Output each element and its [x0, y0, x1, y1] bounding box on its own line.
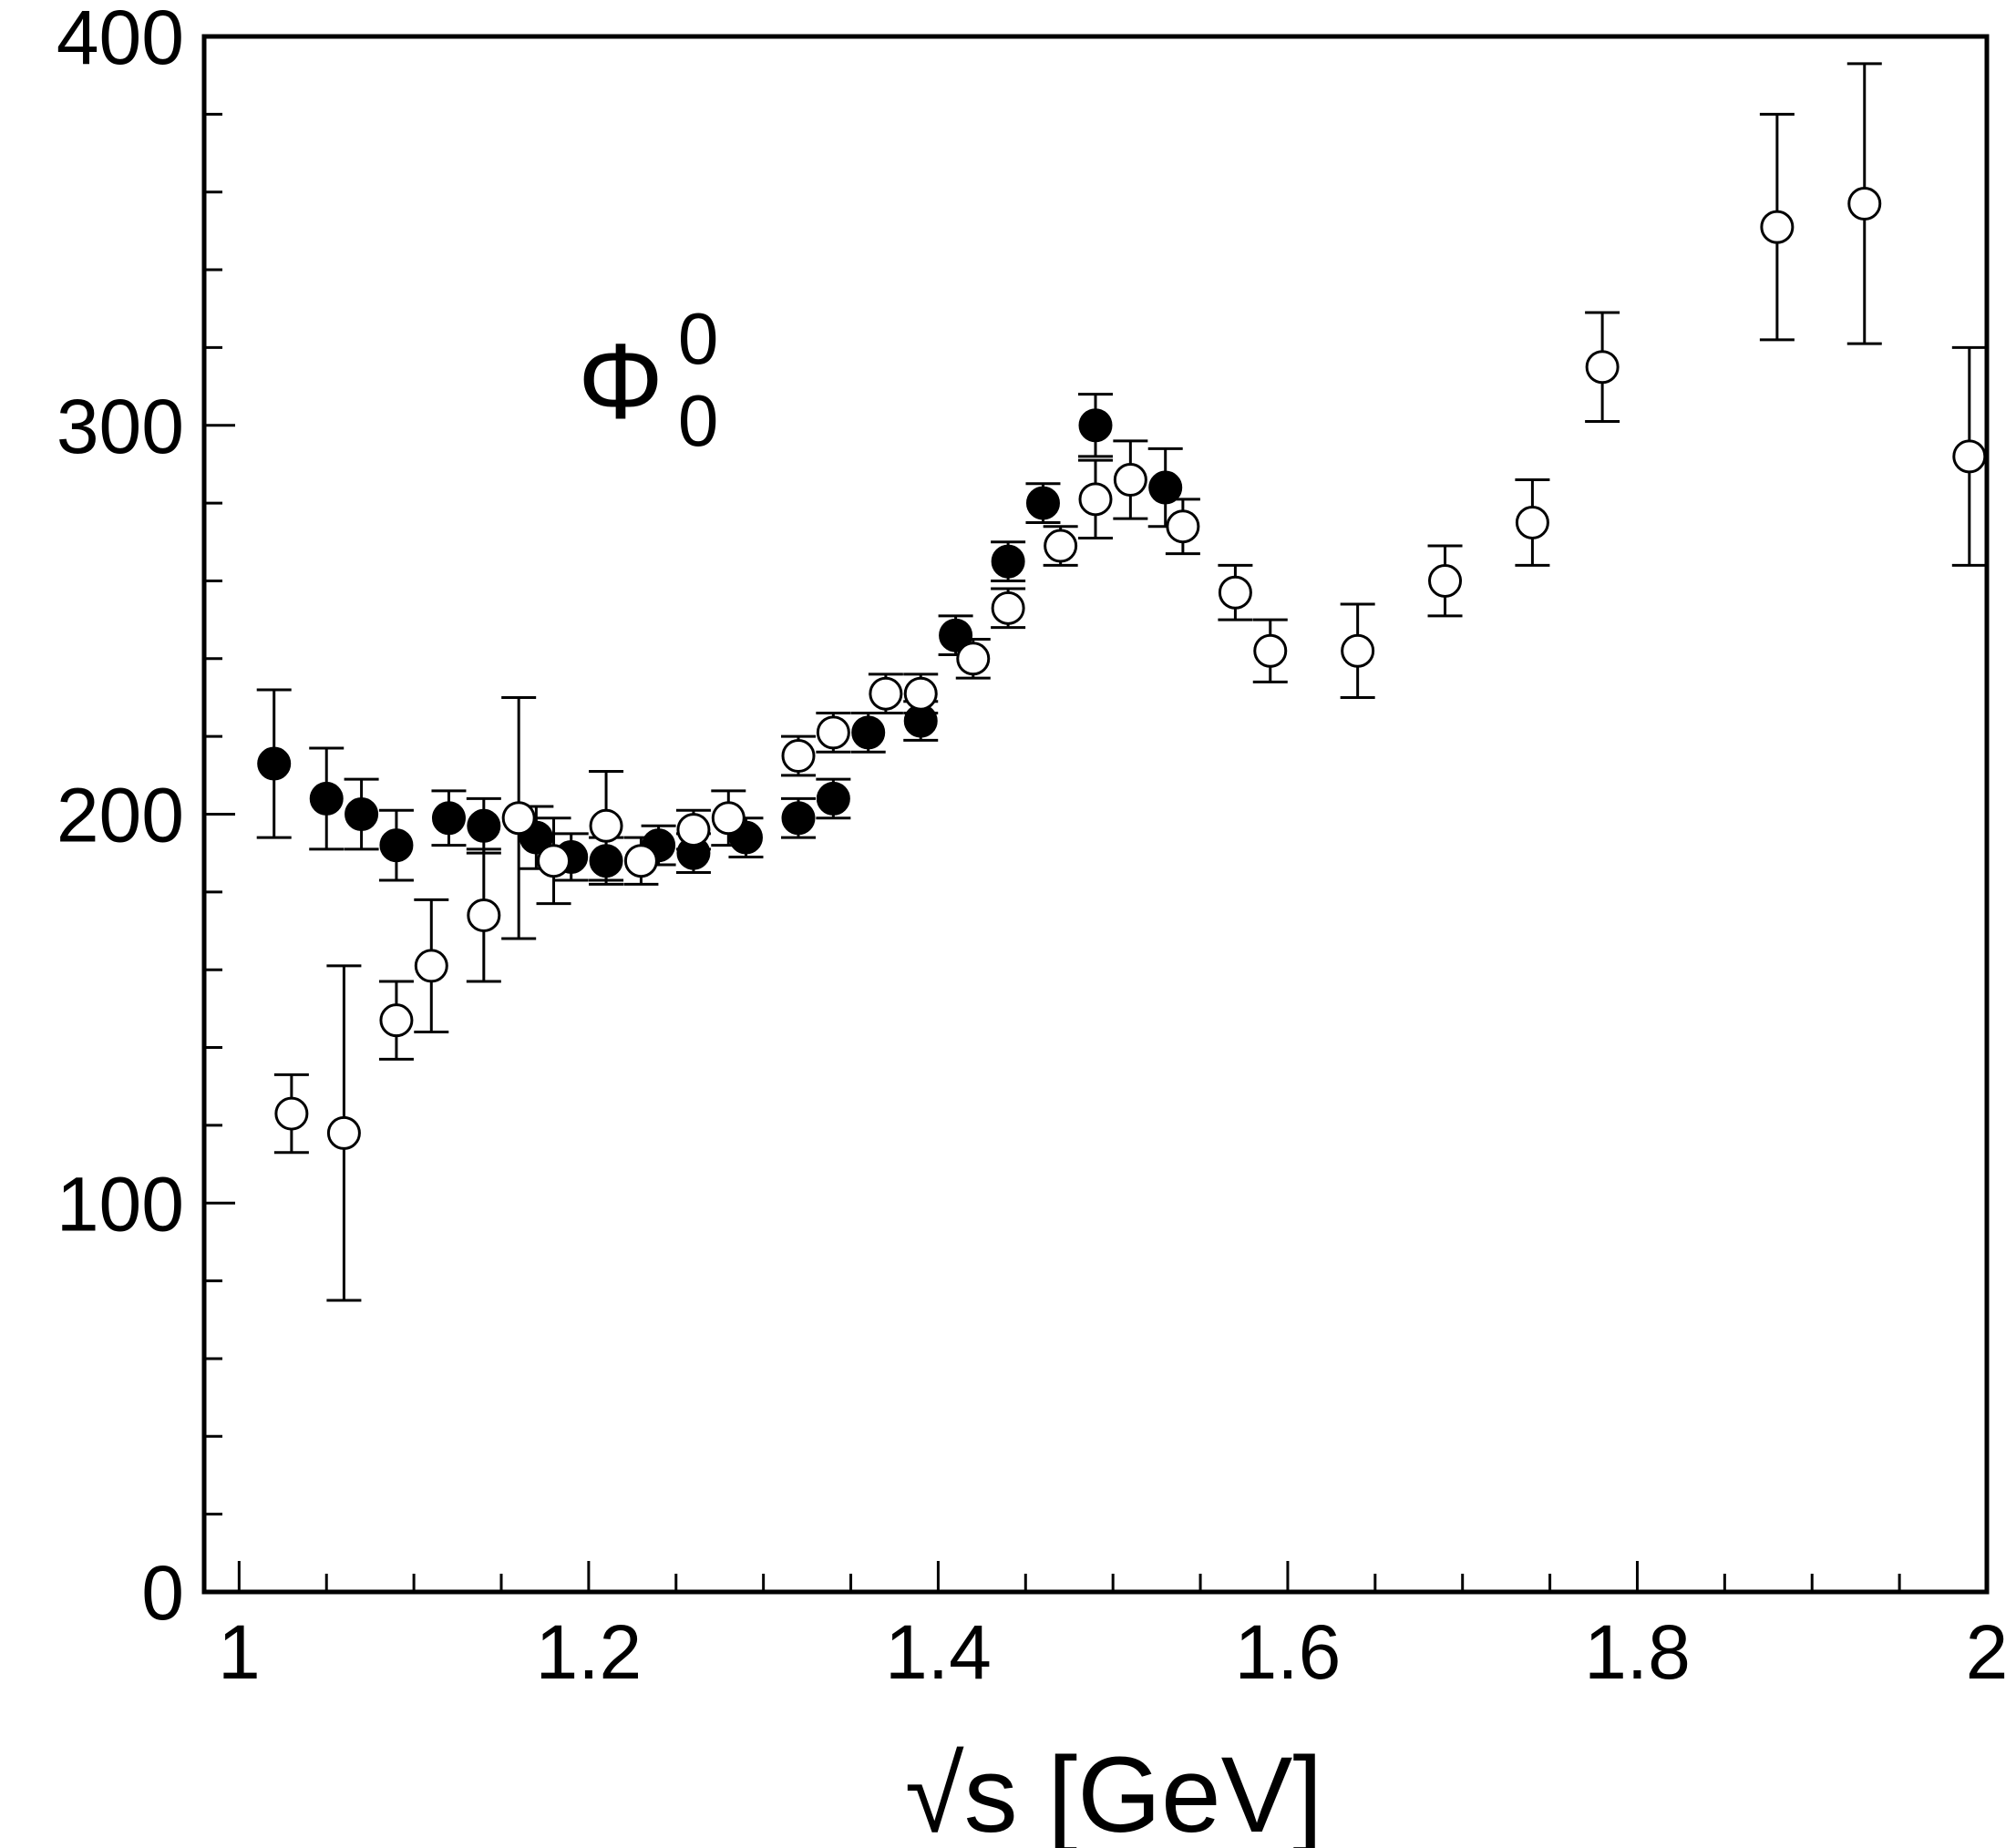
plot-area — [256, 62, 1987, 1302]
open-data-point — [1078, 482, 1113, 517]
filled-data-point — [257, 746, 292, 781]
filled-data-point — [345, 797, 379, 831]
open-data-point — [1847, 187, 1882, 221]
y-tick-label: 400 — [57, 0, 184, 80]
open-data-point — [1044, 529, 1078, 563]
x-tick-label: 1.4 — [885, 1609, 992, 1695]
open-data-point — [1428, 563, 1463, 598]
open-data-point — [956, 642, 991, 676]
open-data-point — [869, 676, 903, 711]
filled-data-point — [309, 781, 344, 816]
filled-data-point — [431, 801, 466, 836]
series-open — [273, 62, 1987, 1302]
open-data-point — [1218, 575, 1252, 610]
open-data-point — [1113, 462, 1147, 497]
filled-data-point — [1148, 470, 1183, 505]
open-data-point — [379, 1003, 414, 1038]
filled-data-point — [467, 808, 501, 843]
open-data-point — [991, 590, 1025, 625]
open-data-point — [467, 898, 501, 932]
plot-frame — [201, 34, 1990, 1595]
y-tick-label: 200 — [57, 773, 184, 858]
annotation-symbol: Φ — [578, 322, 663, 442]
x-tick-label: 2 — [1966, 1609, 2009, 1695]
open-data-point — [1760, 210, 1795, 244]
open-data-point — [1515, 505, 1549, 539]
y-tick-label: 0 — [141, 1550, 184, 1636]
filled-data-point — [816, 781, 850, 816]
open-data-point — [1341, 633, 1375, 668]
annotation-superscript: 0 — [678, 298, 719, 379]
open-data-point — [1585, 350, 1620, 385]
axis-tick-labels: 1 1.2 1.4 1.6 1.8 2 0 100 200 300 400 — [57, 0, 2009, 1695]
phi-annotation: Φ 0 0 — [578, 298, 723, 461]
open-data-point — [623, 844, 658, 878]
filled-data-point — [939, 618, 973, 652]
filled-data-point — [1025, 486, 1060, 520]
x-tick-label: 1 — [218, 1609, 261, 1695]
open-data-point — [274, 1096, 309, 1131]
y-tick-label: 100 — [57, 1161, 184, 1247]
open-data-point — [903, 676, 938, 711]
open-data-point — [1166, 509, 1200, 544]
open-data-point — [676, 813, 711, 847]
open-data-point — [537, 844, 571, 878]
annotation-subscript: 0 — [678, 380, 719, 461]
filled-data-point — [781, 801, 816, 836]
x-tick-label: 1.8 — [1584, 1609, 1691, 1695]
open-data-point — [711, 801, 746, 836]
open-data-point — [501, 801, 536, 836]
filled-data-point — [851, 715, 886, 750]
x-tick-label: 1.6 — [1235, 1609, 1342, 1695]
y-tick-label: 300 — [57, 384, 184, 469]
open-data-point — [589, 808, 623, 843]
open-data-point — [781, 738, 816, 773]
open-data-point — [326, 1115, 361, 1150]
x-tick-label: 1.2 — [535, 1609, 642, 1695]
open-data-point — [816, 715, 850, 750]
open-data-point — [414, 949, 448, 983]
axis-ticks — [204, 35, 1989, 1594]
filled-data-point — [991, 544, 1025, 579]
x-axis-title: √s [GeV] — [905, 1735, 1322, 1848]
filled-data-point — [379, 828, 414, 863]
open-data-point — [1253, 633, 1288, 668]
filled-data-point — [1078, 408, 1113, 443]
open-data-point — [1952, 439, 1987, 474]
